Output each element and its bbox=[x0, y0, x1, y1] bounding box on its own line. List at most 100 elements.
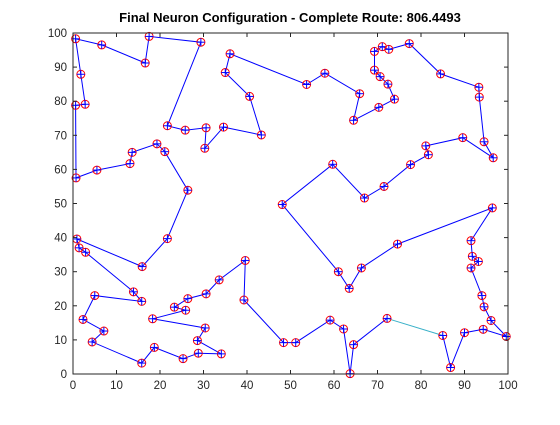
x-tick-label: 20 bbox=[154, 380, 167, 392]
city-point bbox=[349, 340, 359, 350]
city-point bbox=[183, 294, 193, 304]
marker-layer bbox=[71, 31, 511, 379]
city-point bbox=[458, 133, 468, 143]
x-tick-label: 80 bbox=[415, 380, 428, 392]
city-point bbox=[214, 275, 224, 285]
city-point bbox=[87, 337, 97, 347]
city-point bbox=[74, 243, 84, 253]
x-tick-label: 40 bbox=[241, 380, 254, 392]
route-line bbox=[74, 35, 508, 374]
x-tick-label: 10 bbox=[110, 380, 123, 392]
y-tick-label: 70 bbox=[54, 130, 67, 142]
city-point bbox=[487, 203, 497, 213]
chart-title: Final Neuron Configuration - Complete Ro… bbox=[119, 10, 461, 25]
city-point bbox=[92, 165, 102, 175]
city-point bbox=[128, 287, 138, 297]
y-tick-label: 80 bbox=[54, 96, 67, 108]
route-closing-segment bbox=[386, 317, 443, 336]
city-point bbox=[466, 263, 476, 273]
city-point bbox=[200, 323, 210, 333]
x-tick-label: 60 bbox=[328, 380, 341, 392]
city-point bbox=[382, 313, 392, 323]
city-point bbox=[406, 160, 416, 170]
city-point bbox=[369, 65, 379, 75]
city-point bbox=[479, 137, 489, 147]
city-point bbox=[446, 363, 456, 373]
y-tick-label: 20 bbox=[54, 301, 67, 313]
city-point bbox=[393, 239, 403, 249]
city-point bbox=[76, 69, 86, 79]
city-point bbox=[359, 193, 369, 203]
city-point bbox=[144, 31, 154, 41]
city-point bbox=[193, 348, 203, 358]
city-point bbox=[140, 58, 150, 68]
city-point bbox=[80, 99, 90, 109]
x-tick-label: 90 bbox=[458, 380, 471, 392]
city-point bbox=[72, 234, 82, 244]
city-point bbox=[478, 324, 488, 334]
city-point bbox=[320, 68, 330, 78]
city-point bbox=[423, 150, 433, 160]
city-point bbox=[379, 181, 389, 191]
city-point bbox=[421, 141, 431, 151]
city-point bbox=[349, 115, 359, 125]
city-point bbox=[256, 130, 266, 140]
city-point bbox=[501, 331, 511, 341]
city-point bbox=[344, 283, 354, 293]
city-point bbox=[127, 147, 137, 157]
city-point bbox=[356, 263, 366, 273]
y-tick-label: 30 bbox=[54, 267, 67, 279]
city-point bbox=[245, 91, 255, 101]
city-point bbox=[149, 342, 159, 352]
x-tick-label: 50 bbox=[284, 380, 297, 392]
y-tick-label: 100 bbox=[48, 28, 67, 40]
city-point bbox=[474, 92, 484, 102]
city-point bbox=[375, 72, 385, 82]
city-point bbox=[240, 255, 250, 265]
city-point bbox=[192, 336, 202, 346]
city-point bbox=[239, 295, 249, 305]
city-point bbox=[78, 314, 88, 324]
x-tick-label: 30 bbox=[197, 380, 210, 392]
city-point bbox=[473, 256, 483, 266]
city-point bbox=[328, 159, 338, 169]
city-point bbox=[81, 247, 91, 257]
x-tick-label: 70 bbox=[371, 380, 384, 392]
city-point bbox=[180, 125, 190, 135]
city-point bbox=[277, 200, 287, 210]
city-point bbox=[460, 328, 469, 338]
city-point bbox=[200, 143, 210, 153]
city-point bbox=[466, 236, 476, 246]
city-point bbox=[438, 330, 448, 340]
city-point bbox=[291, 338, 301, 348]
city-point bbox=[137, 296, 147, 306]
city-point bbox=[339, 324, 349, 334]
city-point bbox=[125, 159, 135, 169]
city-point bbox=[302, 79, 312, 89]
y-tick-label: 10 bbox=[54, 335, 67, 347]
city-point bbox=[219, 122, 229, 132]
city-point bbox=[225, 49, 235, 59]
city-point bbox=[220, 68, 230, 78]
city-point bbox=[178, 354, 188, 364]
city-point bbox=[404, 39, 414, 49]
y-tick-label: 60 bbox=[54, 164, 67, 176]
city-point bbox=[279, 338, 289, 348]
city-point bbox=[355, 89, 365, 99]
city-point bbox=[99, 326, 109, 336]
city-point bbox=[374, 102, 384, 112]
city-point bbox=[369, 46, 379, 56]
y-tick-label: 90 bbox=[54, 62, 67, 74]
axes-background bbox=[73, 33, 508, 374]
y-tick-label: 50 bbox=[54, 199, 67, 211]
city-point bbox=[201, 123, 211, 133]
city-point bbox=[162, 234, 172, 244]
city-point bbox=[160, 147, 170, 157]
city-point bbox=[384, 44, 394, 54]
city-point bbox=[137, 262, 147, 272]
city-point bbox=[436, 69, 446, 79]
city-point bbox=[467, 251, 477, 261]
city-point bbox=[486, 315, 496, 325]
